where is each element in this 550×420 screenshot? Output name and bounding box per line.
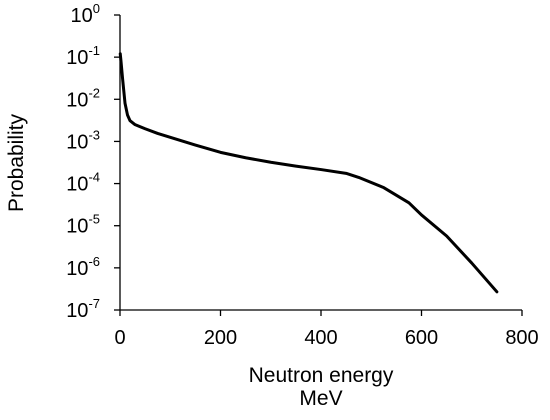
y-tick-exponent: -6 xyxy=(88,254,100,269)
x-tick-label: 400 xyxy=(304,327,337,349)
y-tick-label: 10-2 xyxy=(66,85,100,111)
y-tick-label: 10-5 xyxy=(66,212,100,238)
x-tick-label: 600 xyxy=(405,327,438,349)
y-tick-label: 100 xyxy=(71,1,100,27)
y-tick-base: 10 xyxy=(66,47,88,69)
x-tick-label: 200 xyxy=(204,327,237,349)
x-tick-label: 0 xyxy=(114,327,125,349)
y-tick-exponent: -5 xyxy=(88,212,100,227)
plot-lines xyxy=(118,52,499,294)
y-axis-title: Probability xyxy=(5,113,28,212)
x-tick-label: 800 xyxy=(505,327,538,349)
y-tick-base: 10 xyxy=(66,258,88,280)
y-tick-label: 10-4 xyxy=(66,170,100,196)
y-tick-base: 10 xyxy=(66,89,88,111)
y-tick-base: 10 xyxy=(66,174,88,196)
y-tick-label: 10-3 xyxy=(66,127,100,153)
y-tick-base: 10 xyxy=(66,216,88,238)
y-tick-exponent: -1 xyxy=(88,43,100,58)
x-axis-ticks: 0 200 400 600 800 xyxy=(114,310,539,349)
y-tick-base: 10 xyxy=(66,131,88,153)
y-tick-label: 10-7 xyxy=(66,296,100,322)
x-axis-title: Neutron energy xyxy=(249,364,394,387)
y-tick-exponent: -4 xyxy=(88,170,100,185)
y-tick-exponent: -2 xyxy=(88,85,100,100)
y-tick-exponent: 0 xyxy=(93,1,100,16)
y-tick-exponent: -3 xyxy=(88,127,100,142)
x-axis-unit: MeV xyxy=(299,387,342,410)
y-tick-base: 10 xyxy=(66,300,88,322)
y-tick-label: 10-6 xyxy=(66,254,100,280)
series-line xyxy=(118,52,499,294)
y-tick-exponent: -7 xyxy=(88,296,100,311)
y-tick-label: 10-1 xyxy=(66,43,100,69)
y-tick-base: 10 xyxy=(71,5,93,27)
